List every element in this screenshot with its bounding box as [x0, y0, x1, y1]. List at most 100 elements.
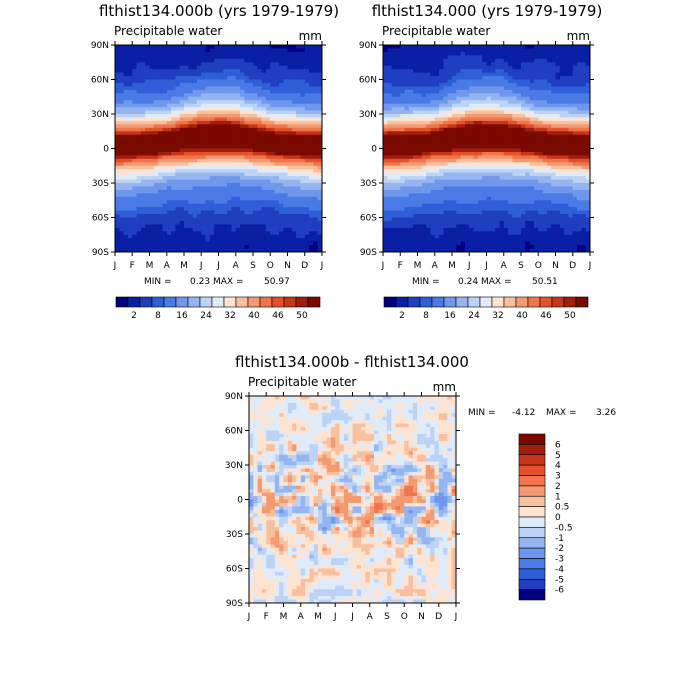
heatmap-cell	[383, 183, 388, 187]
heatmap-cell	[119, 55, 125, 60]
heatmap-cell	[387, 220, 393, 225]
heatmap-cell	[456, 76, 462, 80]
heatmap-cell	[248, 158, 254, 163]
heatmap-cell	[287, 162, 293, 167]
heatmap-cell	[248, 89, 254, 94]
heatmap-cell	[408, 155, 414, 160]
heatmap-cell	[162, 203, 168, 208]
heatmap-cell	[464, 248, 470, 253]
heatmap-cell	[184, 62, 189, 67]
heatmap-cell	[132, 227, 137, 232]
heatmap-cell	[460, 103, 466, 108]
heatmap-cell	[516, 127, 522, 132]
heatmap-cell	[477, 72, 483, 77]
heatmap-cell	[404, 124, 410, 129]
heatmap-cell	[123, 189, 129, 194]
heatmap-cell	[426, 72, 431, 77]
panel-1-max-label: MAX =	[213, 277, 244, 287]
heatmap-cell	[400, 48, 405, 53]
heatmap-cell	[503, 203, 509, 208]
heatmap-cell	[525, 155, 531, 160]
heatmap-cell	[278, 58, 284, 63]
heatmap-cell	[127, 76, 133, 80]
heatmap-cell	[296, 82, 301, 87]
heatmap-cell	[477, 179, 483, 184]
heatmap-cell	[469, 107, 474, 111]
heatmap-cell	[235, 162, 241, 167]
heatmap-cell	[205, 231, 211, 236]
heatmap-cell	[430, 48, 436, 53]
heatmap-cell	[447, 96, 453, 101]
heatmap-cell	[222, 210, 228, 215]
heatmap-cell	[464, 186, 470, 191]
heatmap-cell	[304, 224, 310, 229]
heatmap-cell	[395, 179, 401, 184]
heatmap-cell	[196, 151, 202, 156]
heatmap-cell	[214, 165, 219, 170]
heatmap-cell	[490, 148, 496, 153]
heatmap-cell	[257, 245, 263, 249]
heatmap-cell	[495, 79, 500, 84]
heatmap-cell	[473, 169, 479, 174]
heatmap-cell	[408, 172, 414, 177]
heatmap-cell	[495, 141, 500, 146]
heatmap-cell	[395, 162, 401, 167]
heatmap-cell	[473, 117, 479, 122]
heatmap-cell	[473, 141, 479, 146]
heatmap-cell	[222, 227, 228, 232]
heatmap-cell	[227, 72, 232, 77]
heatmap-cell	[417, 165, 423, 170]
heatmap-cell	[184, 76, 189, 80]
heatmap-cell	[439, 51, 444, 56]
heatmap-cell	[244, 193, 250, 198]
heatmap-cell	[257, 227, 263, 232]
heatmap-cell	[456, 224, 462, 229]
heatmap-cell	[278, 96, 284, 101]
heatmap-cell	[205, 65, 211, 70]
heatmap-cell	[257, 72, 263, 77]
heatmap-cell	[205, 189, 211, 194]
heatmap-cell	[257, 103, 263, 108]
heatmap-cell	[214, 96, 219, 101]
heatmap-cell	[231, 151, 237, 156]
heatmap-cell	[499, 65, 505, 70]
heatmap-cell	[158, 65, 163, 70]
heatmap-cell	[525, 58, 531, 63]
heatmap-cell	[387, 93, 393, 98]
heatmap-cell	[132, 183, 137, 187]
heatmap-cell	[218, 114, 224, 118]
heatmap-cell	[317, 117, 323, 122]
heatmap-cell	[283, 86, 288, 91]
heatmap-cell	[477, 203, 483, 208]
heatmap-cell	[413, 165, 418, 170]
heatmap-cell	[452, 224, 457, 229]
heatmap-cell	[477, 96, 483, 101]
heatmap-cell	[417, 151, 423, 156]
heatmap-cell	[317, 120, 323, 125]
heatmap-cell	[214, 241, 219, 246]
heatmap-cell	[240, 69, 245, 73]
heatmap-cell	[179, 151, 185, 156]
heatmap-cell	[283, 169, 288, 174]
heatmap-cell	[413, 196, 418, 201]
heatmap-cell	[205, 176, 211, 180]
heatmap-cell	[222, 114, 228, 118]
heatmap-cell	[417, 203, 423, 208]
heatmap-cell	[149, 165, 155, 170]
heatmap-cell	[162, 193, 168, 198]
heatmap-cell	[248, 100, 254, 105]
heatmap-cell	[209, 110, 215, 115]
heatmap-cell	[166, 48, 172, 53]
heatmap-cell	[158, 134, 163, 139]
heatmap-cell	[456, 148, 462, 153]
heatmap-cell	[512, 234, 518, 239]
heatmap-cell	[192, 120, 198, 125]
heatmap-cell	[404, 86, 410, 91]
heatmap-cell	[387, 193, 393, 198]
heatmap-cell	[222, 86, 228, 91]
heatmap-cell	[495, 241, 500, 246]
heatmap-cell	[201, 155, 206, 160]
heatmap-cell	[417, 89, 423, 94]
heatmap-cell	[184, 162, 189, 167]
heatmap-cell	[171, 45, 176, 49]
